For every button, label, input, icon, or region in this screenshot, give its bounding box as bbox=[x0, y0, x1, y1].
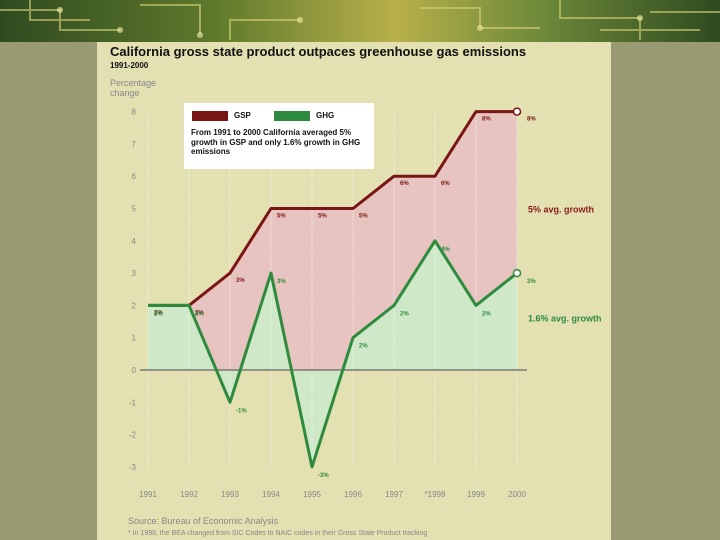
ghg-data-label: 3% bbox=[277, 279, 286, 285]
ghg-data-label: 2% bbox=[195, 311, 204, 317]
y-tick-label: 7 bbox=[132, 140, 137, 149]
ghg-data-label: -3% bbox=[318, 473, 329, 479]
y-tick-label: 2 bbox=[132, 301, 137, 310]
footnote-text: * In 1998, the BEA changed from SIC Code… bbox=[128, 530, 428, 537]
chart-title: California gross state product outpaces … bbox=[110, 44, 527, 59]
legend-note: From 1991 to 2000 California averaged 5%… bbox=[191, 128, 361, 156]
circuit-pattern-icon bbox=[0, 0, 720, 40]
y-tick-label: 3 bbox=[132, 269, 137, 278]
gsp-avg-annotation: 5% avg. growth bbox=[528, 205, 594, 215]
x-tick-label: 1992 bbox=[180, 490, 198, 499]
y-tick-label: 8 bbox=[132, 108, 137, 117]
ghg-avg-annotation: 1.6% avg. growth bbox=[528, 313, 602, 323]
y-tick-label: -2 bbox=[129, 431, 137, 440]
ghg-data-label: 2% bbox=[359, 344, 368, 350]
gsp-end-point bbox=[512, 107, 522, 116]
legend: GSP GHG From 1991 to 2000 California ave… bbox=[184, 103, 374, 169]
y-tick-label: 0 bbox=[132, 366, 137, 375]
gsp-data-label: 2% bbox=[195, 310, 204, 316]
gsp-data-label: 3% bbox=[236, 278, 245, 284]
x-tick-label: *1998 bbox=[425, 490, 446, 499]
gsp-data-label: 8% bbox=[527, 117, 536, 123]
gsp-data-label: 8% bbox=[482, 117, 491, 123]
x-tick-label: 2000 bbox=[508, 490, 526, 499]
y-tick-label: 6 bbox=[132, 172, 137, 181]
gsp-data-label: 6% bbox=[400, 181, 409, 187]
ghg-legend-label: GHG bbox=[316, 111, 335, 120]
gsp-line bbox=[148, 110, 517, 307]
ghg-line bbox=[148, 239, 518, 469]
ghg-data-label: 2% bbox=[482, 311, 491, 317]
x-tick-label: 1996 bbox=[344, 490, 362, 499]
ghg-data-label: 4% bbox=[441, 247, 450, 253]
gsp-legend-label: GSP bbox=[234, 111, 251, 120]
x-tick-label: 1999 bbox=[467, 490, 485, 499]
x-tick-label: 1991 bbox=[139, 490, 157, 499]
x-tick-label: 1994 bbox=[262, 490, 280, 499]
gsp-data-label: 5% bbox=[318, 214, 327, 220]
ghg-legend-swatch bbox=[274, 111, 310, 121]
y-tick-label: -3 bbox=[129, 463, 137, 472]
source-text: Source: Bureau of Economic Analysis bbox=[128, 516, 279, 526]
gsp-legend-swatch bbox=[192, 111, 228, 121]
y-tick-label: 5 bbox=[132, 205, 137, 214]
y-tick-label: 4 bbox=[132, 237, 137, 246]
ghg-data-label: 2% bbox=[400, 311, 409, 317]
y-tick-label: 1 bbox=[132, 334, 137, 343]
ghg-data-label: 2% bbox=[154, 311, 163, 317]
gsp-data-label: 5% bbox=[277, 214, 286, 220]
x-tick-label: 1995 bbox=[303, 490, 321, 499]
gsp-data-label: 6% bbox=[441, 181, 450, 187]
ghg-data-label: -1% bbox=[236, 408, 247, 414]
gsp-data-label: 2% bbox=[154, 310, 163, 316]
gsp-data-label: 5% bbox=[359, 214, 368, 220]
ghg-area bbox=[148, 240, 517, 467]
x-tick-label: 1993 bbox=[221, 490, 239, 499]
decorative-circuit-banner bbox=[0, 0, 720, 42]
y-axis-label: Percentage change bbox=[110, 78, 157, 98]
chart-subtitle: 1991-2000 bbox=[110, 61, 149, 70]
ghg-end-point bbox=[512, 268, 522, 278]
x-tick-label: 1997 bbox=[385, 490, 403, 499]
ghg-data-label: 3% bbox=[527, 279, 536, 285]
y-tick-label: -1 bbox=[129, 398, 137, 407]
